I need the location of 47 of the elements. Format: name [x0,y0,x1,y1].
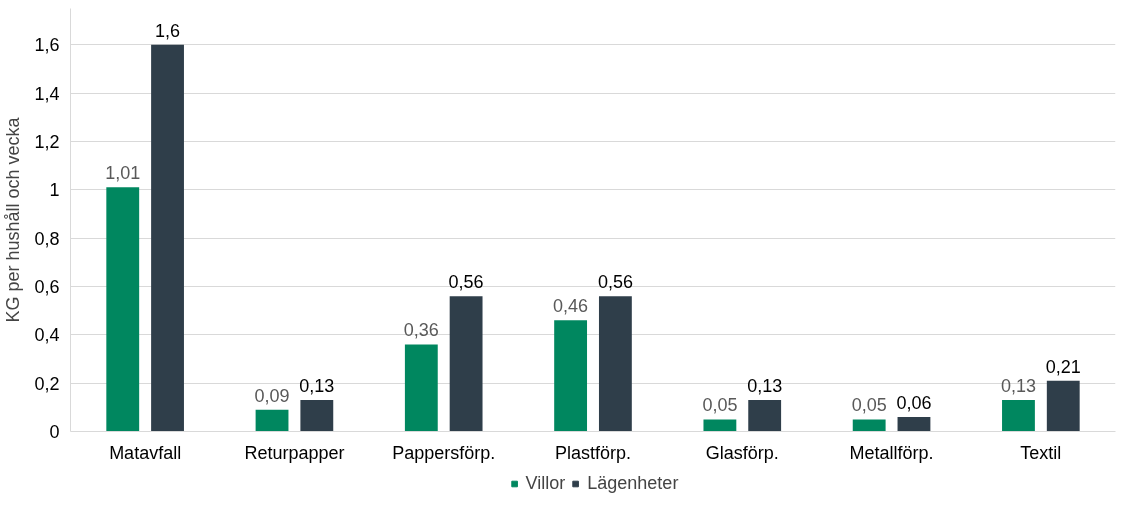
x-tick-label: Plastförp. [554,442,632,463]
legend-label: Villor [525,472,566,494]
y-tick-label: 1 [49,180,60,201]
bar [255,409,289,432]
x-tick-label: Textil [1020,442,1062,463]
bar [897,417,931,432]
data-label: 0,09 [254,385,290,406]
bar [449,296,483,432]
y-tick-label: 1,6 [34,35,60,56]
data-label: 0,36 [403,320,439,341]
data-label: 0,56 [597,272,633,293]
bar [1002,400,1035,432]
data-label: 0,05 [851,395,887,416]
data-label: 1,01 [105,163,141,184]
y-axis-title: KG per hushåll och vecka [3,116,24,323]
y-tick-label: 1,4 [34,83,60,104]
data-label: 0,13 [1000,376,1036,397]
bar [1046,380,1080,432]
bar [300,400,334,432]
x-tick-label: Matavfall [109,442,182,463]
legend-label: Lägenheter [587,472,679,494]
x-tick-label: Metallförp. [849,442,934,463]
y-tick-label: 0 [49,422,60,442]
data-label: 0,21 [1045,356,1081,377]
y-tick-label: 0,4 [34,325,60,346]
bar [106,187,140,432]
y-tick-label: 1,2 [34,131,60,152]
data-label: 0,06 [896,393,932,413]
data-label: 0,46 [553,296,589,317]
x-tick-label: Pappersförp. [392,442,496,463]
x-tick-label: Returpapper [244,442,345,463]
data-label: 0,56 [448,272,484,293]
bar [703,419,737,432]
data-label: 0,13 [747,376,783,397]
y-tick-label: 0,6 [34,276,60,297]
bar [554,320,588,432]
data-label: 0,13 [299,376,335,397]
bar [151,44,184,432]
y-tick-label: 0,2 [34,373,60,394]
data-label: 1,6 [155,20,181,41]
bar [852,419,886,432]
x-tick-label: Glasförp. [705,442,779,463]
data-label: 0,05 [702,395,738,416]
bar [404,344,438,432]
y-tick-label: 0,8 [34,228,60,249]
bar [748,400,782,432]
bar [598,296,632,432]
